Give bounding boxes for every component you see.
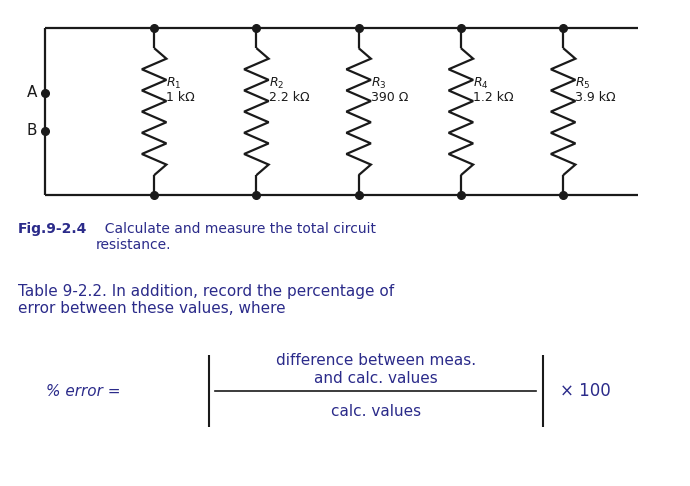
Text: 390 Ω: 390 Ω	[371, 90, 408, 104]
Text: $R_4$: $R_4$	[473, 76, 489, 91]
Text: % error =: % error =	[46, 383, 120, 399]
Text: $R_3$: $R_3$	[371, 76, 386, 91]
Text: 1.2 kΩ: 1.2 kΩ	[473, 90, 514, 104]
Text: 2.2 kΩ: 2.2 kΩ	[268, 90, 309, 104]
Text: Table 9-2.2. In addition, record the percentage of
error between these values, w: Table 9-2.2. In addition, record the per…	[18, 284, 394, 316]
Text: Calculate and measure the total circuit
resistance.: Calculate and measure the total circuit …	[96, 222, 376, 252]
Text: $R_1$: $R_1$	[166, 76, 182, 91]
Text: calc. values: calc. values	[331, 404, 421, 418]
Text: × 100: × 100	[560, 382, 611, 400]
Text: 3.9 kΩ: 3.9 kΩ	[575, 90, 616, 104]
Text: Fig.9-2.4: Fig.9-2.4	[18, 222, 87, 236]
Text: B: B	[26, 123, 37, 138]
Text: $R_5$: $R_5$	[575, 76, 591, 91]
Text: 1 kΩ: 1 kΩ	[166, 90, 195, 104]
Text: $R_2$: $R_2$	[268, 76, 284, 91]
Text: A: A	[26, 85, 37, 100]
Text: difference between meas.
and calc. values: difference between meas. and calc. value…	[275, 353, 475, 386]
